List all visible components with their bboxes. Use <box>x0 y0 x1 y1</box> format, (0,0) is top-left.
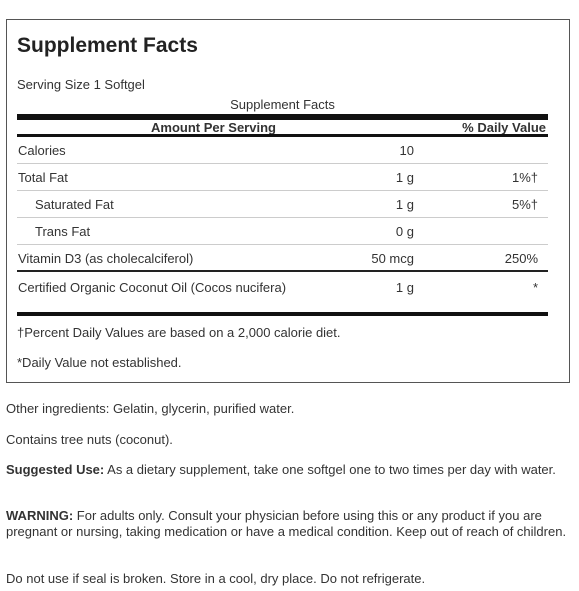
warning-label: WARNING: <box>6 508 74 523</box>
nutrient-amount: 10 <box>399 143 414 158</box>
nutrient-amount: 1 g <box>395 170 414 185</box>
divider-header <box>17 134 548 137</box>
nutrient-name: Saturated Fat <box>35 197 114 212</box>
nutrient-amount: 0 g <box>395 224 414 239</box>
panel-title: Supplement Facts <box>17 34 198 57</box>
nutrient-name: Total Fat <box>18 170 68 185</box>
warning: WARNING: For adults only. Consult your p… <box>6 508 569 540</box>
table-row: Calories 10 <box>17 137 548 164</box>
suggested-use-label: Suggested Use: <box>6 462 105 477</box>
table-row: Vitamin D3 (as cholecalciferol) 50 mcg 2… <box>17 245 548 272</box>
divider-thick-top <box>17 114 548 120</box>
nutrient-daily-value: 5%† <box>511 197 538 212</box>
table-row: Total Fat 1 g 1%† <box>17 164 548 191</box>
nutrient-name: Vitamin D3 (as cholecalciferol) <box>18 251 194 266</box>
serving-size: Serving Size 1 Softgel <box>17 77 145 92</box>
nutrient-amount: 1 g <box>395 280 414 295</box>
nutrient-daily-value: 250% <box>504 251 538 266</box>
other-ingredients: Other ingredients: Gelatin, glycerin, pu… <box>6 401 295 416</box>
nutrient-name: Calories <box>18 143 66 158</box>
warning-text: For adults only. Consult your physician … <box>6 508 567 539</box>
suggested-use-text: As a dietary supplement, take one softge… <box>104 462 556 477</box>
suggested-use: Suggested Use: As a dietary supplement, … <box>6 462 569 478</box>
nutrient-daily-value: * <box>532 280 538 295</box>
allergen-statement: Contains tree nuts (coconut). <box>6 432 173 447</box>
divider-thick-bottom <box>17 312 548 316</box>
table-row: Certified Organic Coconut Oil (Cocos nuc… <box>17 274 548 301</box>
table-row: Trans Fat 0 g <box>17 218 548 245</box>
amount-per-serving-header: Amount Per Serving <box>151 120 276 135</box>
nutrient-amount: 50 mcg <box>371 251 414 266</box>
footnote-percent-daily-values: †Percent Daily Values are based on a 2,0… <box>17 325 341 340</box>
nutrient-name: Certified Organic Coconut Oil (Cocos nuc… <box>18 280 287 295</box>
table-row: Saturated Fat 1 g 5%† <box>17 191 548 218</box>
nutrient-name: Trans Fat <box>35 224 91 239</box>
nutrient-daily-value: 1%† <box>511 170 538 185</box>
daily-value-header: % Daily Value <box>462 120 546 135</box>
nutrient-amount: 1 g <box>395 197 414 212</box>
table-caption: Supplement Facts <box>230 97 335 112</box>
storage-instructions: Do not use if seal is broken. Store in a… <box>6 571 426 586</box>
footnote-daily-value-not-established: *Daily Value not established. <box>17 355 182 370</box>
supplement-facts-panel: Supplement Facts Serving Size 1 Softgel … <box>6 19 570 383</box>
